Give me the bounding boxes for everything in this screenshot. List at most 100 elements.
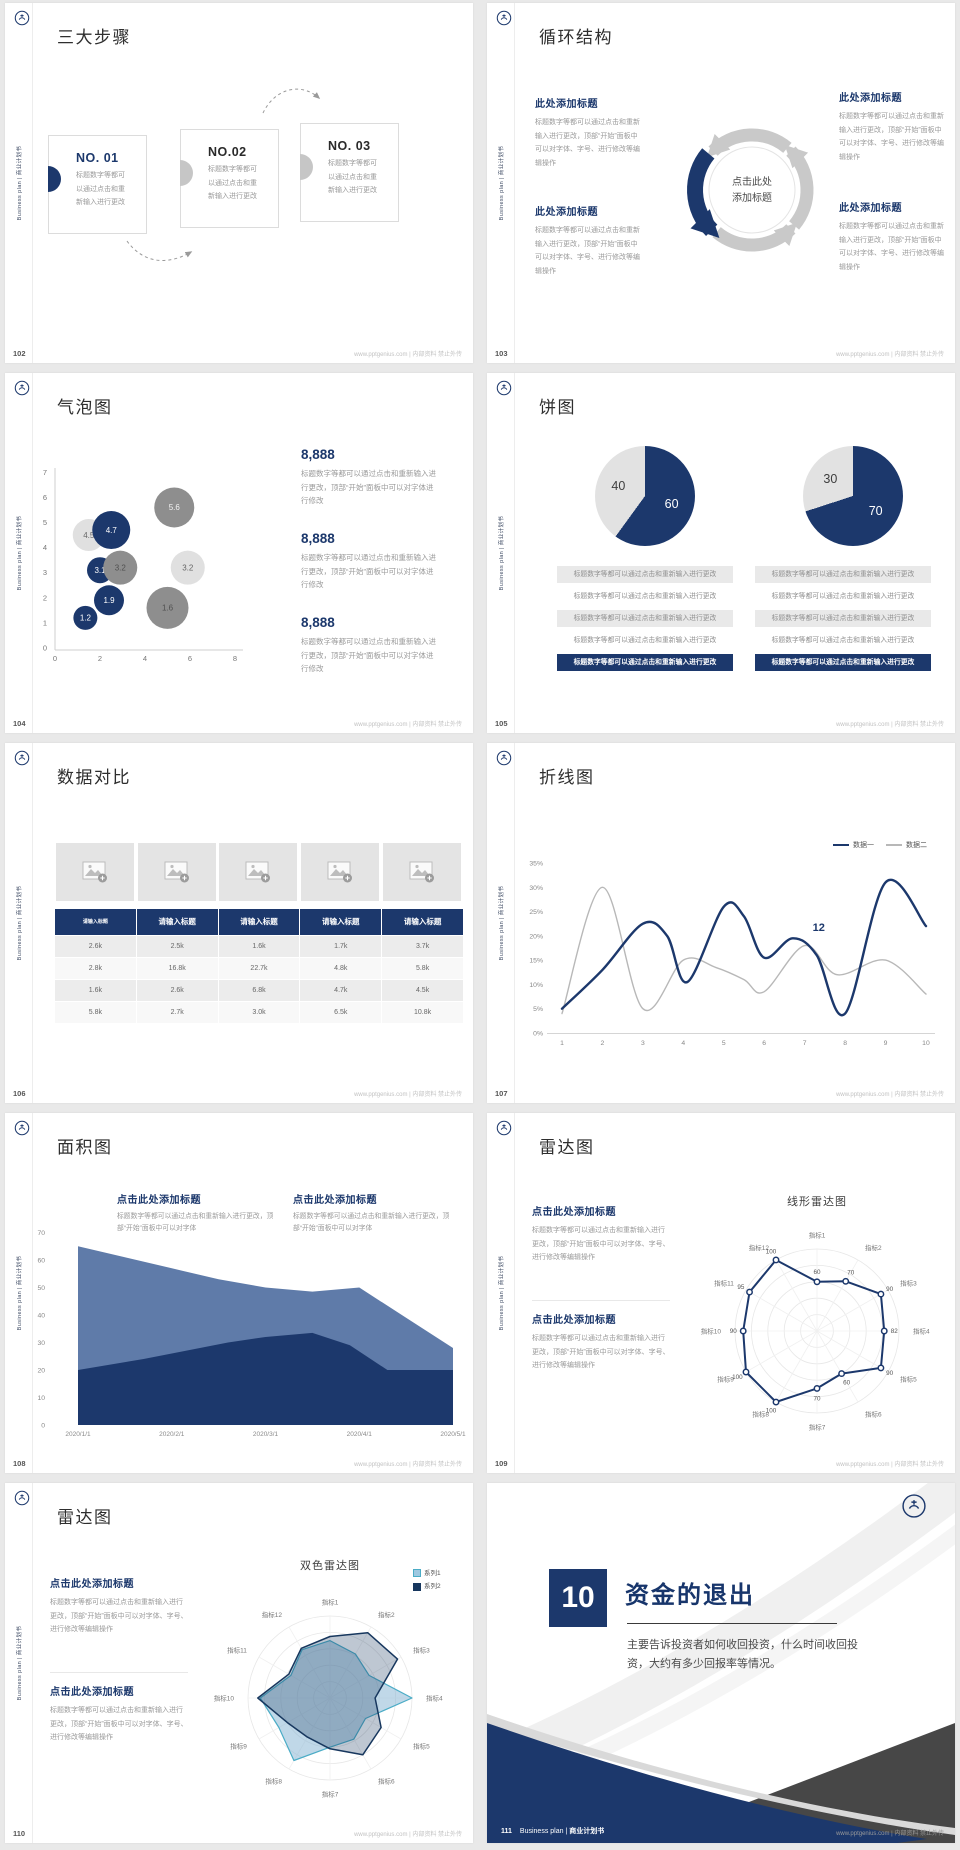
slide-106[interactable]: Business plan | 商业计划书 数据对比 请输入标题 请输入标题 请输入…: [5, 743, 473, 1103]
block-body: 标题数字等都可以通过点击和重新输入进行更改，顶部“开始”面板中可以对字体、字号、…: [535, 227, 640, 275]
image-placeholder: [138, 843, 216, 901]
image-placeholder: [301, 843, 379, 901]
image-placeholder-icon: [82, 861, 107, 883]
logo-icon: [14, 750, 30, 766]
legend-label: 数据一: [853, 842, 874, 849]
block-body: 标题数字等都可以通过点击和重新输入进行更改，顶部“开始”面板中可以对字体、字号、…: [839, 113, 944, 161]
block-body: 标题数字等都可以通过点击和重新输入进行更改，顶部“开始”面板中可以对字体: [293, 1213, 450, 1233]
table-header-cell: 请输入标题: [300, 909, 382, 935]
svg-text:1: 1: [560, 1040, 564, 1047]
svg-text:指标5: 指标5: [413, 1741, 430, 1750]
logo-icon: [496, 1120, 512, 1136]
slide-109[interactable]: Business plan | 商业计划书 雷达图 点击此处添加标题 标题数字等…: [487, 1113, 955, 1473]
step-body-text: 标题数字等都可以通过点击和重新输入进行更改: [208, 166, 257, 201]
sidebar-divider: [32, 1113, 33, 1473]
svg-text:3.2: 3.2: [115, 563, 127, 572]
watermark: www.pptgenius.com | 内部资料 禁止外传: [354, 1832, 462, 1838]
svg-text:指标7: 指标7: [809, 1422, 826, 1431]
image-placeholder-icon: [327, 861, 352, 883]
watermark: www.pptgenius.com | 内部资料 禁止外传: [354, 1092, 462, 1098]
page-title: 雷达图: [539, 1138, 595, 1157]
stat-value: 8,888: [301, 447, 335, 462]
stat-block: 8,888 标题数字等都可以通过点击和重新输入进行更改，顶部“开始”面板中可以对…: [301, 447, 439, 508]
svg-text:0: 0: [41, 1423, 45, 1430]
block-heading: 点击此处添加标题: [50, 1687, 134, 1698]
chart-legend: 数据一 数据二: [833, 840, 927, 850]
page-number: 102: [13, 349, 26, 358]
svg-text:4.7: 4.7: [106, 526, 118, 535]
svg-text:指标10: 指标10: [214, 1693, 235, 1702]
footer-label: Business plan |: [519, 1828, 570, 1835]
watermark: www.pptgenius.com | 内部资料 禁止外传: [836, 1092, 944, 1098]
svg-text:10: 10: [922, 1040, 930, 1047]
block-body: 标题数字等都可以通过点击和重新输入进行更改，顶部“开始”面板中可以对字体、字号、…: [50, 1599, 188, 1634]
text-block: 点击此处添加标题 标题数字等都可以通过点击和重新输入进行更改，顶部“开始”面板中…: [117, 1191, 289, 1235]
block-body: 标题数字等都可以通过点击和重新输入进行更改，顶部“开始”面板中可以对字体: [117, 1213, 274, 1233]
pie-value-label: 70: [868, 504, 883, 519]
watermark: www.pptgenius.com | 内部资料 禁止外传: [836, 722, 944, 728]
svg-text:7: 7: [803, 1040, 807, 1047]
slide-105[interactable]: Business plan | 商业计划书 饼图 60 40 70 30 标题数字等…: [487, 373, 955, 733]
table-cell: 5.8k: [55, 1002, 136, 1023]
svg-text:指标5: 指标5: [900, 1374, 917, 1383]
svg-text:指标11: 指标11: [227, 1645, 247, 1654]
svg-text:3.2: 3.2: [182, 563, 194, 572]
slide-110[interactable]: Business plan | 商业计划书 雷达图 点击此处添加标题 标题数字等…: [5, 1483, 473, 1843]
table-row: 1.6k 2.6k 6.8k 4.7k 4.5k: [55, 980, 463, 1001]
cycle-diagram: [687, 128, 814, 252]
text-block: 点击此处添加标题 标题数字等都可以通过点击和重新输入进行更改，顶部“开始”面板中…: [532, 1311, 670, 1373]
sidebar-divider: [514, 743, 515, 1103]
logo-icon: [496, 380, 512, 396]
stat-body: 标题数字等都可以通过点击和重新输入进行更改，顶部“开始”面板中可以对字体进行修改: [301, 469, 436, 505]
section-number: 10: [549, 1569, 607, 1627]
page-number: 107: [495, 1089, 508, 1098]
table-header-row: 请输入标题 请输入标题 请输入标题 请输入标题 请输入标题: [55, 909, 463, 935]
page-title: 饼图: [539, 398, 576, 417]
block-body: 标题数字等都可以通过点击和重新输入进行更改，顶部“开始”面板中可以对字体、字号、…: [532, 1227, 670, 1262]
logo-icon: [14, 10, 30, 26]
svg-text:9: 9: [884, 1040, 888, 1047]
slide-111[interactable]: 10 资金的退出 主要告诉投资者如何收回投资，什么时间收回投资，大约有多少回报率…: [487, 1483, 955, 1843]
text-block: 点击此处添加标题 标题数字等都可以通过点击和重新输入进行更改，顶部“开始”面板中…: [50, 1683, 188, 1745]
table-header-cell: 请输入标题: [55, 909, 136, 935]
step-number: NO. 03: [328, 139, 371, 153]
chart-title: 双色雷达图: [300, 1560, 360, 1572]
cycle-center-label: 点击此处添加标题: [732, 177, 772, 204]
svg-text:5%: 5%: [533, 1006, 543, 1013]
image-placeholder-icon: [409, 861, 434, 883]
table-cell: 10.8k: [382, 1002, 463, 1023]
block-heading: 点击此处添加标题: [532, 1315, 616, 1326]
svg-text:指标10: 指标10: [701, 1326, 722, 1335]
page-title: 三大步骤: [57, 28, 131, 47]
sidebar-divider: [32, 743, 33, 1103]
table-row: 2.6k 2.5k 1.6k 1.7k 3.7k: [55, 936, 463, 957]
page-title: 雷达图: [57, 1508, 113, 1527]
svg-text:指标9: 指标9: [230, 1741, 247, 1750]
svg-text:2: 2: [43, 593, 47, 602]
step-card-1: NO. 01 标题数字等都可以通过点击和重新输入进行更改: [48, 135, 147, 234]
svg-text:95: 95: [737, 1284, 745, 1291]
page-number: 105: [495, 719, 508, 728]
slide-102[interactable]: Business plan | 商业计划书 三大步骤 NO. 01 标题数字等都…: [5, 3, 473, 363]
area-chart: 0 10 20 30 40 50 60 70 2020/1/1 2020/2/1 2020/3/1 2…: [37, 1230, 466, 1438]
caption-bar: 标题数字等都可以通过点击和重新输入进行更改: [557, 610, 733, 627]
stat-block: 8,888 标题数字等都可以通过点击和重新输入进行更改，顶部“开始”面板中可以对…: [301, 615, 439, 676]
table-cell: 1.6k: [55, 980, 136, 1001]
svg-text:指标11: 指标11: [714, 1278, 734, 1287]
svg-text:35%: 35%: [529, 861, 543, 868]
step-accent-shape: [48, 166, 61, 192]
svg-text:5: 5: [43, 518, 47, 527]
block-heading: 点击此处添加标题: [117, 1195, 201, 1206]
slide-103[interactable]: Business plan | 商业计划书 循环结构 此处添加标题 标题数字等都…: [487, 3, 955, 363]
caption-bar: 标题数字等都可以通过点击和重新输入进行更改: [755, 566, 931, 583]
pie-value-label: 60: [664, 496, 679, 511]
svg-text:70: 70: [37, 1230, 45, 1237]
sidebar-divider: [32, 373, 33, 733]
slide-107[interactable]: Business plan | 商业计划书 折线图 数据一 数据二 0% 5% 10…: [487, 743, 955, 1103]
block-body: 标题数字等都可以通过点击和重新输入进行更改，顶部“开始”面板中可以对字体、字号、…: [535, 119, 640, 167]
block-heading: 此处添加标题: [839, 93, 902, 104]
svg-text:60: 60: [843, 1379, 851, 1386]
slide-108[interactable]: Business plan | 商业计划书 面积图 点击此处添加标题 标题数字等…: [5, 1113, 473, 1473]
svg-text:20%: 20%: [529, 933, 543, 940]
